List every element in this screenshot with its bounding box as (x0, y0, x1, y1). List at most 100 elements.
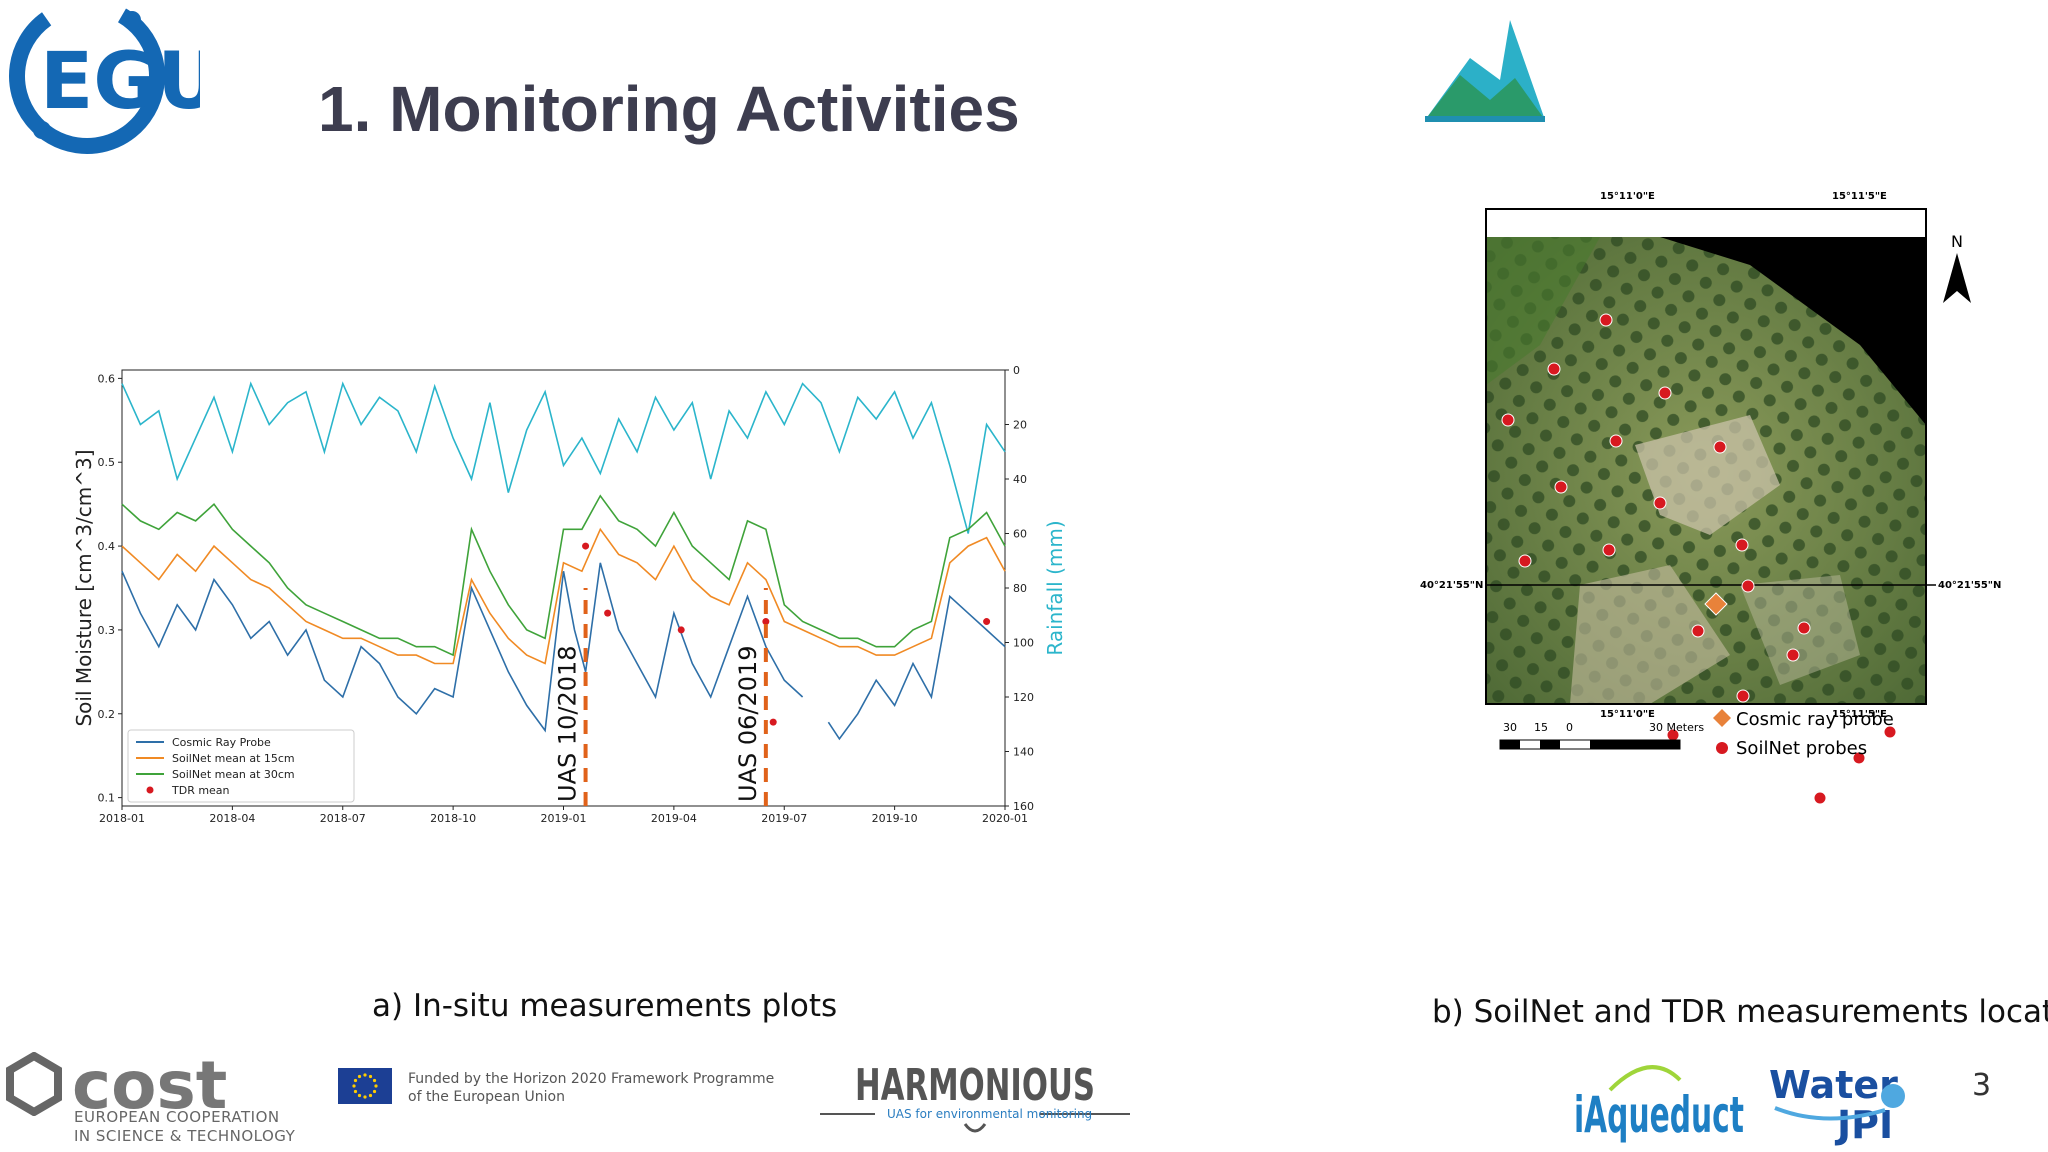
tdr-point (769, 718, 777, 726)
eu-star-icon (374, 1084, 378, 1088)
y-tick-label: 0.2 (98, 708, 116, 721)
legend-marker (146, 786, 154, 794)
series-line-cosmic-ray-probe (121, 562, 1006, 741)
eu-star-icon (363, 1095, 367, 1099)
y-tick-label: 0.4 (98, 540, 116, 553)
eu-star-icon (363, 1073, 367, 1077)
scale-label-meters: 30 Meters (1649, 721, 1704, 734)
egu-logo: EGU (9, 0, 200, 154)
north-arrow-icon (1943, 253, 1971, 303)
lon-top-left: 15°11'0"E (1600, 191, 1655, 202)
x-tick-label: 2018-10 (430, 812, 476, 825)
series-line-rainfall (121, 381, 1006, 534)
lat-left: 40°21'55"N (1420, 580, 1483, 591)
eu-star-icon (352, 1084, 356, 1088)
y-right-tick-label: 80 (1013, 582, 1027, 595)
y-tick-label: 0.3 (98, 624, 116, 637)
cost-subtitle-line-1: EUROPEAN COOPERATION (74, 1108, 280, 1126)
y-tick-label: 0.1 (98, 792, 116, 805)
tdr-point (983, 618, 991, 626)
y-right-tick-label: 60 (1013, 528, 1027, 541)
eu-star-icon (368, 1093, 373, 1098)
y-right-tick-label: 140 (1013, 746, 1034, 759)
egu-logo-text: EGU (40, 37, 200, 127)
scale-label-0: 0 (1566, 721, 1573, 734)
y-tick-label: 0.6 (98, 372, 116, 385)
cost-logo: cost (6, 1052, 227, 1116)
legend-label: SoilNet mean at 15cm (172, 752, 295, 765)
eu-flag (338, 1068, 392, 1104)
series-line-soilnet-mean-at-30cm (121, 494, 1006, 657)
eu-star-icon (372, 1078, 377, 1083)
tdr-point (582, 542, 590, 550)
x-tick-label: 2019-01 (541, 812, 587, 825)
eu-star-icon (357, 1074, 362, 1079)
cost-subtitle-line-2: IN SCIENCE & TECHNOLOGY (74, 1127, 296, 1145)
y-right-tick-label: 40 (1013, 473, 1027, 486)
scale-bar: 30 15 0 30 Meters (1499, 721, 1704, 750)
y-right-tick-label: 160 (1013, 800, 1034, 813)
eu-star-icon (353, 1089, 358, 1094)
lat-right: 40°21'55"N (1938, 580, 2001, 591)
legend-cosmic-label: Cosmic ray probe (1736, 709, 1894, 730)
uas-flight-label: UAS 10/2018 (554, 645, 582, 802)
series-line-soilnet-mean-at-15cm (121, 527, 1006, 665)
cost-logo-text: cost (72, 1052, 227, 1116)
page-number: 3 (1972, 1068, 1992, 1103)
water-jpi-logo: Water JPI (1769, 1063, 1905, 1147)
eu-funding-line-1: Funded by the Horizon 2020 Framework Pro… (408, 1071, 775, 1087)
tdr-point (677, 626, 685, 634)
y-right-tick-label: 0 (1013, 364, 1020, 377)
legend-soilnet-icon (1716, 742, 1728, 754)
map-no-data-area (1660, 237, 1926, 425)
caption-a: a) In-situ measurements plots (372, 988, 838, 1024)
harmonious-logo: HARMONIOUS UAS for environmental monitor… (820, 1060, 1130, 1133)
x-tick-label: 2019-10 (872, 812, 918, 825)
scale-label-15: 15 (1534, 721, 1548, 734)
legend-label: Cosmic Ray Probe (172, 736, 271, 749)
eu-star-icon (372, 1089, 377, 1094)
eu-star-icon (353, 1078, 358, 1083)
x-tick-label: 2020-01 (982, 812, 1028, 825)
legend-soilnet-label: SoilNet probes (1736, 738, 1867, 759)
x-tick-label: 2019-07 (761, 812, 807, 825)
x-tick-label: 2018-07 (320, 812, 366, 825)
y-right-tick-label: 100 (1013, 637, 1034, 650)
iaqueduct-logo-text: iAqueduct (1574, 1086, 1744, 1144)
x-tick-label: 2019-04 (651, 812, 697, 825)
eu-funding-note: Funded by the Horizon 2020 Framework Pro… (408, 1070, 774, 1106)
legend-cosmic-icon (1713, 709, 1731, 727)
eu-star-icon (357, 1093, 362, 1098)
legend-label: TDR mean (171, 784, 230, 797)
harmonious-logo-text: HARMONIOUS (855, 1060, 1095, 1111)
y-tick-label: 0.5 (98, 456, 116, 469)
north-label: N (1951, 232, 1963, 251)
eu-funding-line-2: of the European Union (408, 1089, 565, 1105)
cost-subtitle: EUROPEAN COOPERATION IN SCIENCE & TECHNO… (74, 1108, 295, 1146)
soil-moisture-chart: 2018-01 2018-04 2018-07 2018-10 2019-01 2019-… (72, 364, 1067, 825)
eu-star-icon (368, 1074, 373, 1079)
lon-bottom-left: 15°11'0"E (1600, 709, 1655, 720)
slide-title: 1. Monitoring Activities (318, 73, 1020, 145)
harmonious-subtitle: UAS for environmental monitoring (887, 1107, 1092, 1121)
tdr-point (762, 618, 770, 626)
lon-top-right: 15°11'5"E (1832, 191, 1887, 202)
legend-box (127, 729, 355, 803)
lon-bottom-right: 15°11'5"E (1832, 709, 1887, 720)
y-right-tick-label: 20 (1013, 419, 1027, 432)
x-tick-label: 2018-04 (209, 812, 255, 825)
uas-flight-label: UAS 06/2019 (734, 645, 762, 802)
caption-b: b) SoilNet and TDR measurements location (1432, 994, 2048, 1030)
scale-label-30: 30 (1503, 721, 1517, 734)
y-axis-label: Soil Moisture [cm^3/cm^3] (72, 449, 96, 726)
water-jpi-text-1: Water (1769, 1063, 1898, 1107)
y-right-tick-label: 120 (1013, 691, 1034, 704)
legend-label: SoilNet mean at 30cm (172, 768, 295, 781)
tdr-point (604, 609, 612, 617)
x-tick-label: 2018-01 (99, 812, 145, 825)
y-right-axis-label: Rainfall (mm) (1043, 520, 1067, 655)
map-panel: 15°11'0"E 15°11'5"E 15°11'0"E 15°11'5"E … (1420, 191, 2001, 805)
cosmic-ray-probe-marker (1704, 592, 1728, 616)
iaqueduct-logo: iAqueduct (1574, 1065, 1744, 1144)
mountain-logo (1425, 20, 1545, 122)
